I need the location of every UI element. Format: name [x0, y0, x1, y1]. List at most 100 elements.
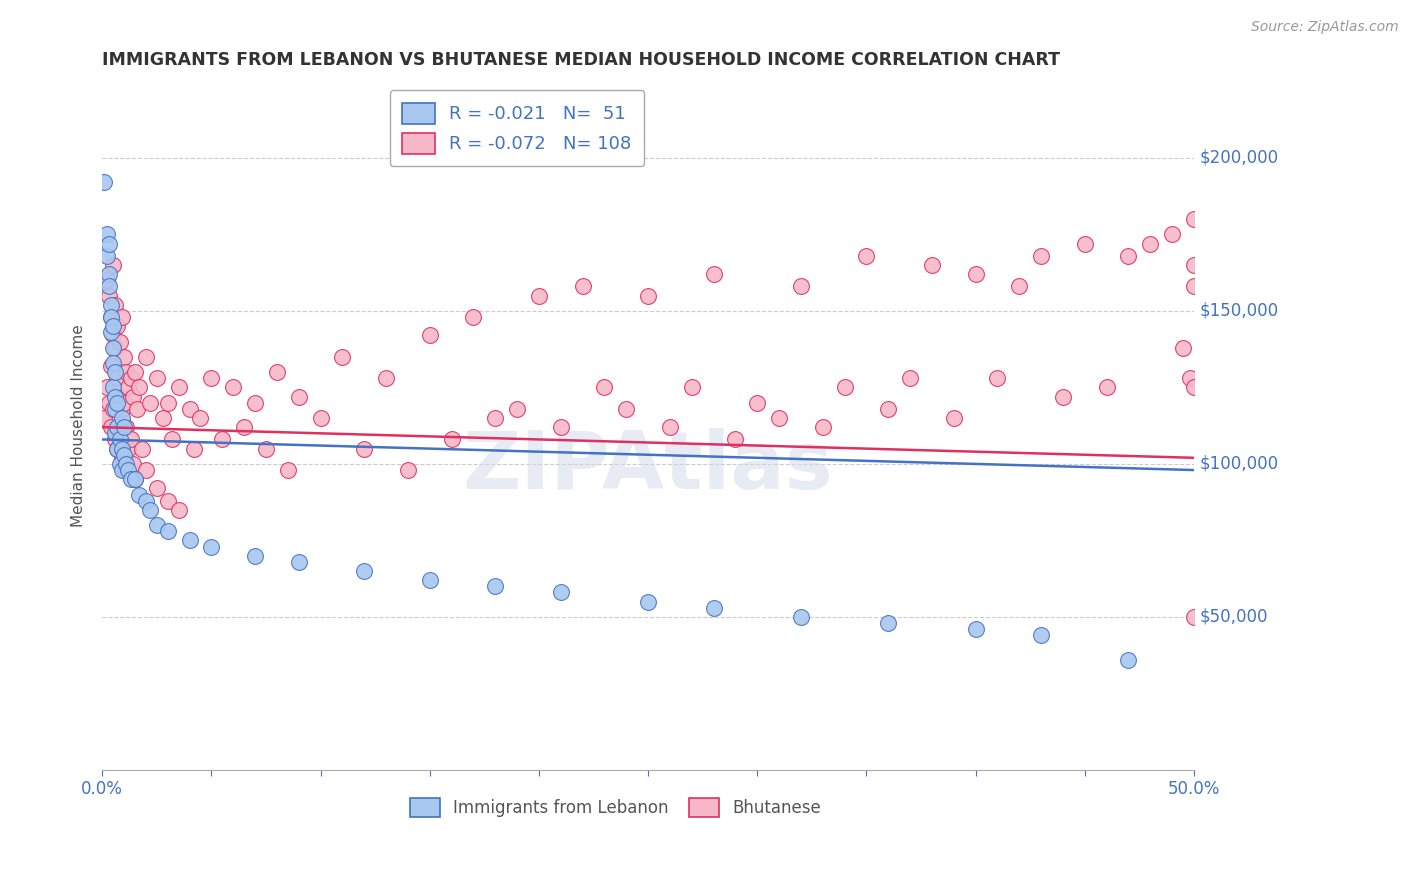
- Point: [1074, 236, 1097, 251]
- Point: [128, 487, 150, 501]
- Point: [211, 433, 233, 447]
- Point: [1052, 390, 1074, 404]
- Point: [1182, 212, 1205, 227]
- Point: [1178, 371, 1201, 385]
- Point: [120, 371, 142, 385]
- Point: [571, 279, 593, 293]
- Point: [101, 380, 124, 394]
- Point: [100, 310, 122, 324]
- Point: [117, 442, 139, 456]
- Text: $100,000: $100,000: [1199, 455, 1278, 473]
- Point: [550, 585, 572, 599]
- Point: [112, 350, 135, 364]
- Point: [115, 457, 138, 471]
- Point: [107, 442, 129, 456]
- Point: [160, 433, 183, 447]
- Point: [108, 433, 131, 447]
- Point: [101, 401, 124, 416]
- Point: [790, 279, 813, 293]
- Point: [637, 595, 659, 609]
- Point: [747, 395, 769, 409]
- Point: [986, 371, 1008, 385]
- Point: [96, 273, 118, 287]
- Point: [233, 420, 256, 434]
- Point: [104, 298, 127, 312]
- Point: [484, 411, 506, 425]
- Point: [107, 371, 129, 385]
- Point: [117, 463, 139, 477]
- Point: [111, 310, 134, 324]
- Point: [1171, 341, 1194, 355]
- Point: [440, 433, 463, 447]
- Point: [353, 564, 375, 578]
- Point: [111, 463, 134, 477]
- Point: [112, 395, 135, 409]
- Point: [121, 390, 143, 404]
- Point: [287, 390, 309, 404]
- Point: [108, 334, 131, 349]
- Point: [1182, 279, 1205, 293]
- Point: [104, 401, 127, 416]
- Point: [681, 380, 703, 394]
- Point: [703, 600, 725, 615]
- Point: [287, 555, 309, 569]
- Point: [790, 610, 813, 624]
- Point: [254, 442, 277, 456]
- Point: [921, 258, 943, 272]
- Point: [965, 622, 987, 636]
- Point: [243, 549, 266, 563]
- Point: [112, 420, 135, 434]
- Point: [1139, 236, 1161, 251]
- Point: [101, 328, 124, 343]
- Point: [135, 493, 157, 508]
- Point: [200, 540, 222, 554]
- Text: $150,000: $150,000: [1199, 301, 1278, 320]
- Point: [146, 518, 169, 533]
- Point: [243, 395, 266, 409]
- Point: [121, 457, 143, 471]
- Point: [156, 493, 179, 508]
- Point: [965, 267, 987, 281]
- Point: [768, 411, 790, 425]
- Point: [1029, 628, 1052, 642]
- Point: [97, 279, 120, 293]
- Point: [127, 401, 149, 416]
- Point: [724, 433, 747, 447]
- Point: [135, 350, 157, 364]
- Point: [396, 463, 419, 477]
- Point: [104, 365, 127, 379]
- Point: [97, 267, 120, 281]
- Text: $50,000: $50,000: [1199, 608, 1268, 626]
- Point: [419, 328, 441, 343]
- Point: [111, 401, 134, 416]
- Point: [112, 463, 135, 477]
- Point: [108, 390, 131, 404]
- Point: [96, 380, 118, 394]
- Point: [658, 420, 681, 434]
- Point: [101, 341, 124, 355]
- Point: [131, 442, 153, 456]
- Point: [156, 524, 179, 539]
- Point: [101, 258, 124, 272]
- Point: [942, 411, 965, 425]
- Point: [104, 433, 127, 447]
- Point: [200, 371, 222, 385]
- Point: [811, 420, 834, 434]
- Point: [107, 420, 129, 434]
- Point: [100, 310, 122, 324]
- Point: [93, 175, 115, 189]
- Point: [167, 503, 190, 517]
- Point: [97, 288, 120, 302]
- Point: [834, 380, 856, 394]
- Point: [1161, 227, 1184, 242]
- Point: [107, 395, 129, 409]
- Point: [277, 463, 299, 477]
- Point: [1029, 249, 1052, 263]
- Point: [183, 442, 205, 456]
- Point: [614, 401, 637, 416]
- Point: [111, 442, 134, 456]
- Point: [1118, 249, 1140, 263]
- Point: [1182, 380, 1205, 394]
- Point: [101, 356, 124, 370]
- Point: [97, 395, 120, 409]
